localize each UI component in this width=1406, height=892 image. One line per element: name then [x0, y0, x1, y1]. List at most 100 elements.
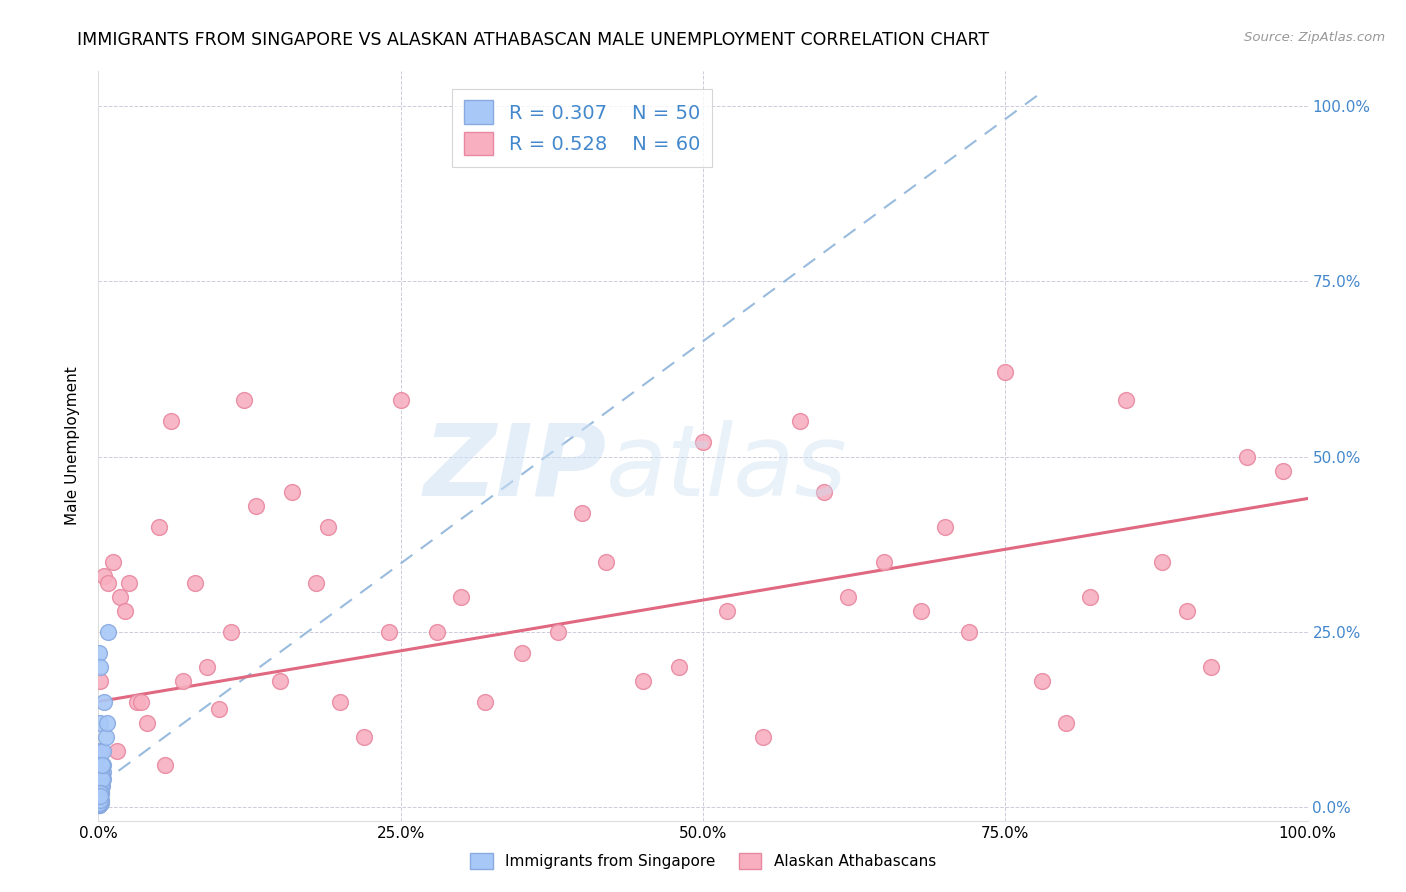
Point	[232, 393, 254, 408]
Point	[208, 701, 231, 715]
Point	[426, 624, 449, 639]
Point	[89, 796, 111, 810]
Text: IMMIGRANTS FROM SINGAPORE VS ALASKAN ATHABASCAN MALE UNEMPLOYMENT CORRELATION CH: IMMIGRANTS FROM SINGAPORE VS ALASKAN ATH…	[77, 31, 990, 49]
Point	[1272, 463, 1295, 477]
Point	[89, 792, 111, 806]
Legend: Immigrants from Singapore, Alaskan Athabascans: Immigrants from Singapore, Alaskan Athab…	[464, 847, 942, 875]
Point	[172, 673, 194, 688]
Point	[135, 715, 157, 730]
Point	[89, 796, 111, 810]
Point	[89, 786, 111, 800]
Point	[89, 795, 111, 809]
Point	[1054, 715, 1077, 730]
Text: ZIP: ZIP	[423, 420, 606, 517]
Point	[89, 792, 111, 806]
Point	[994, 366, 1017, 380]
Point	[93, 568, 115, 582]
Point	[89, 794, 111, 808]
Point	[668, 659, 690, 673]
Point	[108, 590, 131, 604]
Point	[148, 519, 170, 533]
Point	[93, 695, 115, 709]
Point	[89, 796, 111, 810]
Point	[91, 757, 114, 772]
Point	[96, 715, 118, 730]
Point	[87, 796, 110, 810]
Point	[90, 743, 112, 757]
Point	[91, 764, 114, 779]
Point	[837, 590, 859, 604]
Point	[692, 435, 714, 450]
Point	[353, 730, 375, 744]
Point	[160, 415, 183, 429]
Point	[91, 779, 114, 793]
Point	[89, 779, 111, 793]
Point	[934, 519, 956, 533]
Point	[305, 575, 328, 590]
Point	[129, 695, 152, 709]
Point	[101, 555, 124, 569]
Point	[89, 792, 111, 806]
Point	[789, 415, 811, 429]
Point	[87, 792, 110, 806]
Point	[91, 764, 114, 779]
Point	[571, 506, 593, 520]
Point	[87, 796, 110, 810]
Point	[450, 590, 472, 604]
Point	[94, 730, 117, 744]
Point	[91, 757, 114, 772]
Y-axis label: Male Unemployment: Male Unemployment	[65, 367, 80, 525]
Point	[1031, 673, 1053, 688]
Point	[91, 757, 114, 772]
Point	[89, 673, 111, 688]
Text: Source: ZipAtlas.com: Source: ZipAtlas.com	[1244, 31, 1385, 45]
Point	[90, 779, 112, 793]
Point	[89, 779, 111, 793]
Point	[89, 789, 111, 804]
Point	[631, 673, 654, 688]
Point	[114, 603, 136, 617]
Point	[89, 786, 111, 800]
Point	[91, 743, 114, 757]
Point	[281, 484, 304, 499]
Point	[90, 786, 112, 800]
Point	[329, 695, 352, 709]
Point	[97, 624, 120, 639]
Point	[87, 797, 110, 811]
Point	[910, 603, 932, 617]
Point	[89, 792, 111, 806]
Point	[873, 555, 896, 569]
Point	[91, 772, 114, 786]
Point	[90, 786, 112, 800]
Point	[1078, 590, 1101, 604]
Point	[377, 624, 399, 639]
Point	[87, 797, 110, 812]
Point	[389, 393, 412, 408]
Point	[153, 757, 176, 772]
Point	[184, 575, 207, 590]
Point	[118, 575, 141, 590]
Point	[1152, 555, 1174, 569]
Point	[221, 624, 243, 639]
Point	[90, 764, 112, 779]
Point	[1115, 393, 1137, 408]
Point	[595, 555, 617, 569]
Point	[813, 484, 835, 499]
Point	[89, 786, 111, 800]
Point	[89, 792, 111, 806]
Point	[1199, 659, 1222, 673]
Point	[1236, 450, 1258, 464]
Point	[957, 624, 980, 639]
Point	[87, 646, 110, 660]
Point	[87, 798, 110, 813]
Point	[316, 519, 339, 533]
Point	[716, 603, 738, 617]
Point	[127, 695, 149, 709]
Point	[90, 764, 112, 779]
Point	[547, 624, 569, 639]
Point	[105, 743, 128, 757]
Point	[90, 792, 112, 806]
Point	[195, 659, 218, 673]
Point	[89, 792, 111, 806]
Point	[245, 499, 267, 513]
